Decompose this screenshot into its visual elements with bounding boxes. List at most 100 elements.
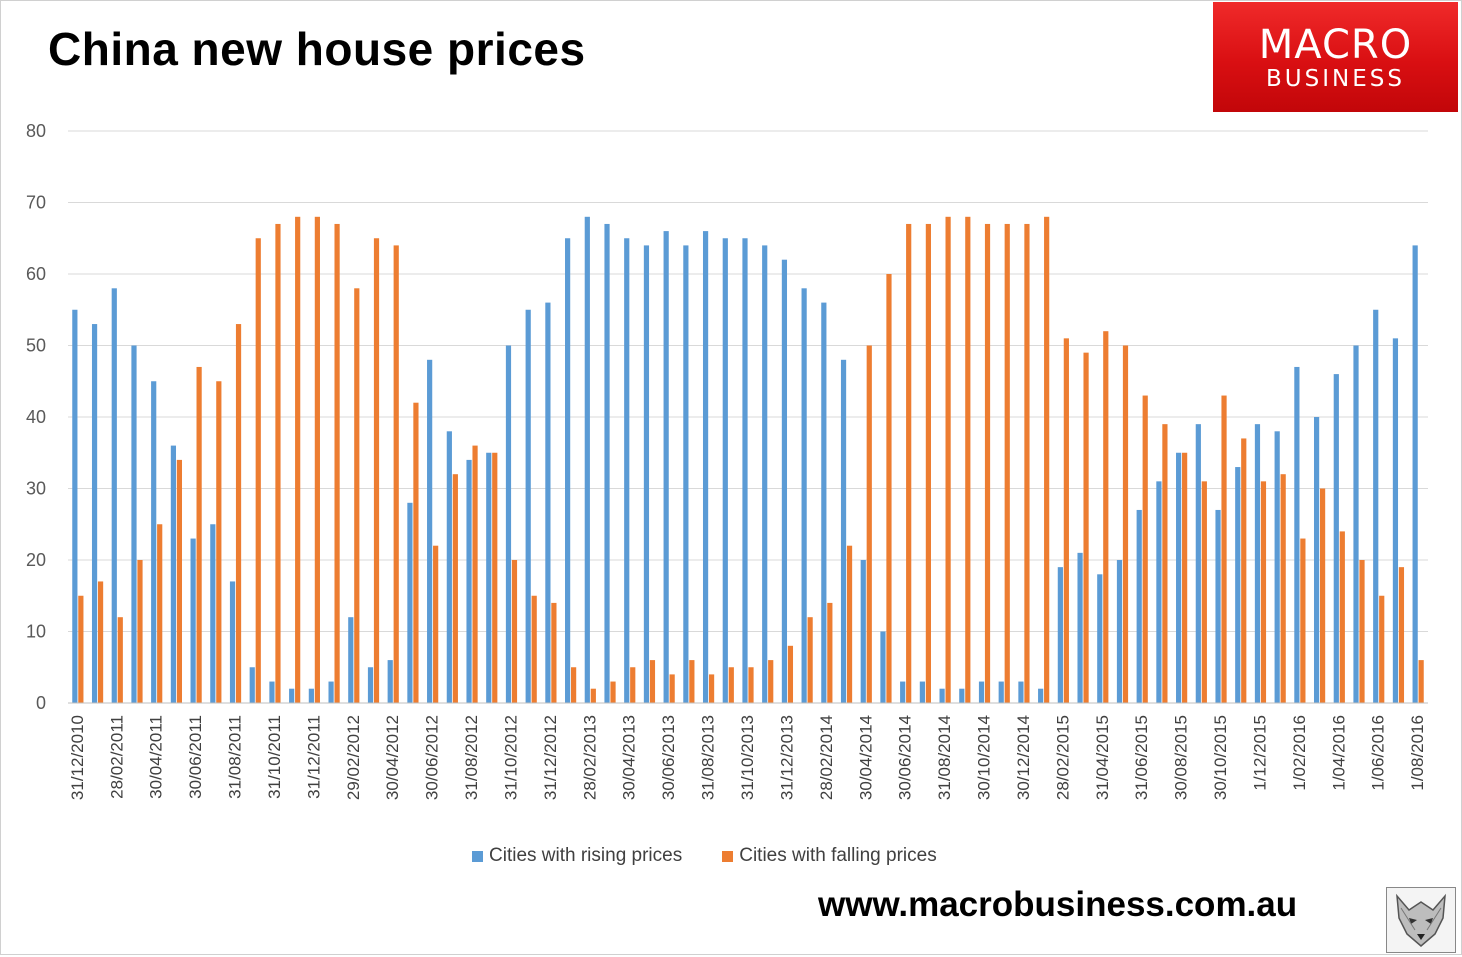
- bar-rising: [860, 560, 866, 703]
- bar-rising: [407, 502, 413, 703]
- bar-falling: [1004, 223, 1010, 703]
- y-tick-label: 10: [26, 622, 46, 642]
- x-tick-label: 31/08/2012: [462, 715, 481, 800]
- legend-swatch-rising: [472, 850, 483, 862]
- macrobusiness-logo: MACRO BUSINESS: [1213, 2, 1458, 112]
- bar-rising: [1057, 567, 1063, 703]
- bar-falling: [1221, 395, 1227, 703]
- bar-rising: [604, 223, 610, 703]
- bar-rising: [170, 445, 177, 703]
- bar-falling: [906, 223, 912, 703]
- bar-rising: [249, 667, 255, 703]
- bar-falling: [689, 660, 695, 703]
- bar-falling: [216, 381, 222, 703]
- bar-falling: [1182, 452, 1188, 703]
- bar-rising: [900, 681, 906, 703]
- bar-falling: [78, 595, 84, 703]
- bar-rising: [1156, 481, 1162, 703]
- bar-rising: [1333, 374, 1339, 703]
- bar-falling: [413, 402, 419, 703]
- x-tick-label: 1/08/2016: [1408, 715, 1427, 791]
- bar-falling: [728, 667, 734, 703]
- bar-falling: [1162, 424, 1168, 703]
- y-tick-label: 50: [26, 336, 46, 356]
- bar-falling: [275, 223, 281, 703]
- bar-falling: [708, 674, 715, 703]
- bar-falling: [1379, 595, 1385, 703]
- bar-rising: [545, 302, 551, 703]
- bar-falling: [1260, 481, 1267, 703]
- bar-falling: [1319, 488, 1326, 703]
- bar-falling: [551, 602, 557, 703]
- x-tick-label: 31/08/2013: [699, 715, 718, 800]
- bar-falling: [669, 674, 675, 703]
- x-tick-label: 1/02/2016: [1290, 715, 1309, 791]
- bar-falling: [1280, 474, 1286, 703]
- bar-falling: [117, 617, 123, 703]
- bar-falling: [314, 216, 320, 704]
- chart-title: China new house prices: [48, 23, 586, 75]
- bar-rising: [998, 681, 1004, 703]
- bar-rising: [387, 660, 393, 703]
- x-tick-label: 1/12/2015: [1250, 715, 1269, 791]
- bar-rising: [210, 524, 216, 703]
- bar-falling: [255, 238, 261, 703]
- x-tick-label: 30/06/2012: [423, 715, 442, 800]
- x-tick-label: 30/04/2014: [856, 715, 875, 800]
- x-tick-label: 30/04/2013: [620, 715, 639, 800]
- bar-rising: [919, 681, 925, 703]
- bar-falling: [748, 667, 754, 703]
- bar-falling: [945, 216, 951, 704]
- bar-rising: [308, 688, 314, 703]
- bar-falling: [1063, 338, 1069, 703]
- bar-rising: [1235, 467, 1241, 703]
- x-tick-label: 31/10/2012: [501, 715, 520, 800]
- bar-falling: [886, 274, 892, 703]
- x-tick-label: 30/06/2011: [186, 715, 205, 799]
- x-tick-label: 30/06/2014: [896, 715, 915, 800]
- bar-falling: [97, 581, 104, 703]
- bar-rising: [959, 688, 965, 703]
- bar-rising: [702, 231, 709, 703]
- bar-falling: [807, 617, 813, 703]
- bar-rising: [1038, 688, 1044, 703]
- y-tick-label: 40: [26, 407, 46, 427]
- x-tick-label: 30/12/2014: [1014, 715, 1033, 800]
- bar-rising: [446, 431, 452, 703]
- bar-rising: [1313, 417, 1320, 703]
- bar-rising: [151, 381, 157, 703]
- legend-item-falling: Cities with falling prices: [722, 845, 937, 867]
- bar-rising: [486, 452, 492, 703]
- x-tick-label: 31/12/2012: [541, 715, 560, 800]
- bar-rising: [1116, 560, 1123, 703]
- y-tick-label: 60: [26, 264, 46, 284]
- bar-falling: [1300, 538, 1306, 703]
- bar-rising: [584, 216, 590, 704]
- x-tick-label: 31/12/2010: [68, 715, 87, 800]
- x-tick-label: 31/10/2011: [265, 715, 284, 799]
- bar-rising: [1018, 681, 1024, 703]
- bar-falling: [511, 560, 518, 703]
- footer-url: www.macrobusiness.com.au: [818, 885, 1298, 924]
- bar-rising: [1353, 345, 1359, 703]
- wolf-logo-icon: [1386, 887, 1456, 953]
- bar-rising: [840, 359, 847, 703]
- bar-falling: [1418, 660, 1424, 703]
- bar-rising: [821, 302, 827, 703]
- bar-falling: [492, 452, 498, 703]
- x-tick-label: 30/04/2011: [147, 715, 166, 799]
- x-tick-label: 29/02/2012: [344, 715, 363, 800]
- bar-rising: [1392, 338, 1399, 703]
- bar-falling: [846, 545, 853, 703]
- x-tick-label: 31/12/2011: [304, 715, 323, 799]
- bar-falling: [571, 667, 577, 703]
- bar-falling: [373, 238, 380, 703]
- x-tick-label: 31/12/2013: [777, 715, 796, 800]
- bar-rising: [111, 288, 117, 703]
- bar-falling: [334, 223, 340, 703]
- bar-rising: [939, 688, 945, 703]
- bar-falling: [137, 560, 143, 703]
- bar-rising: [91, 324, 98, 703]
- bar-rising: [1373, 309, 1379, 703]
